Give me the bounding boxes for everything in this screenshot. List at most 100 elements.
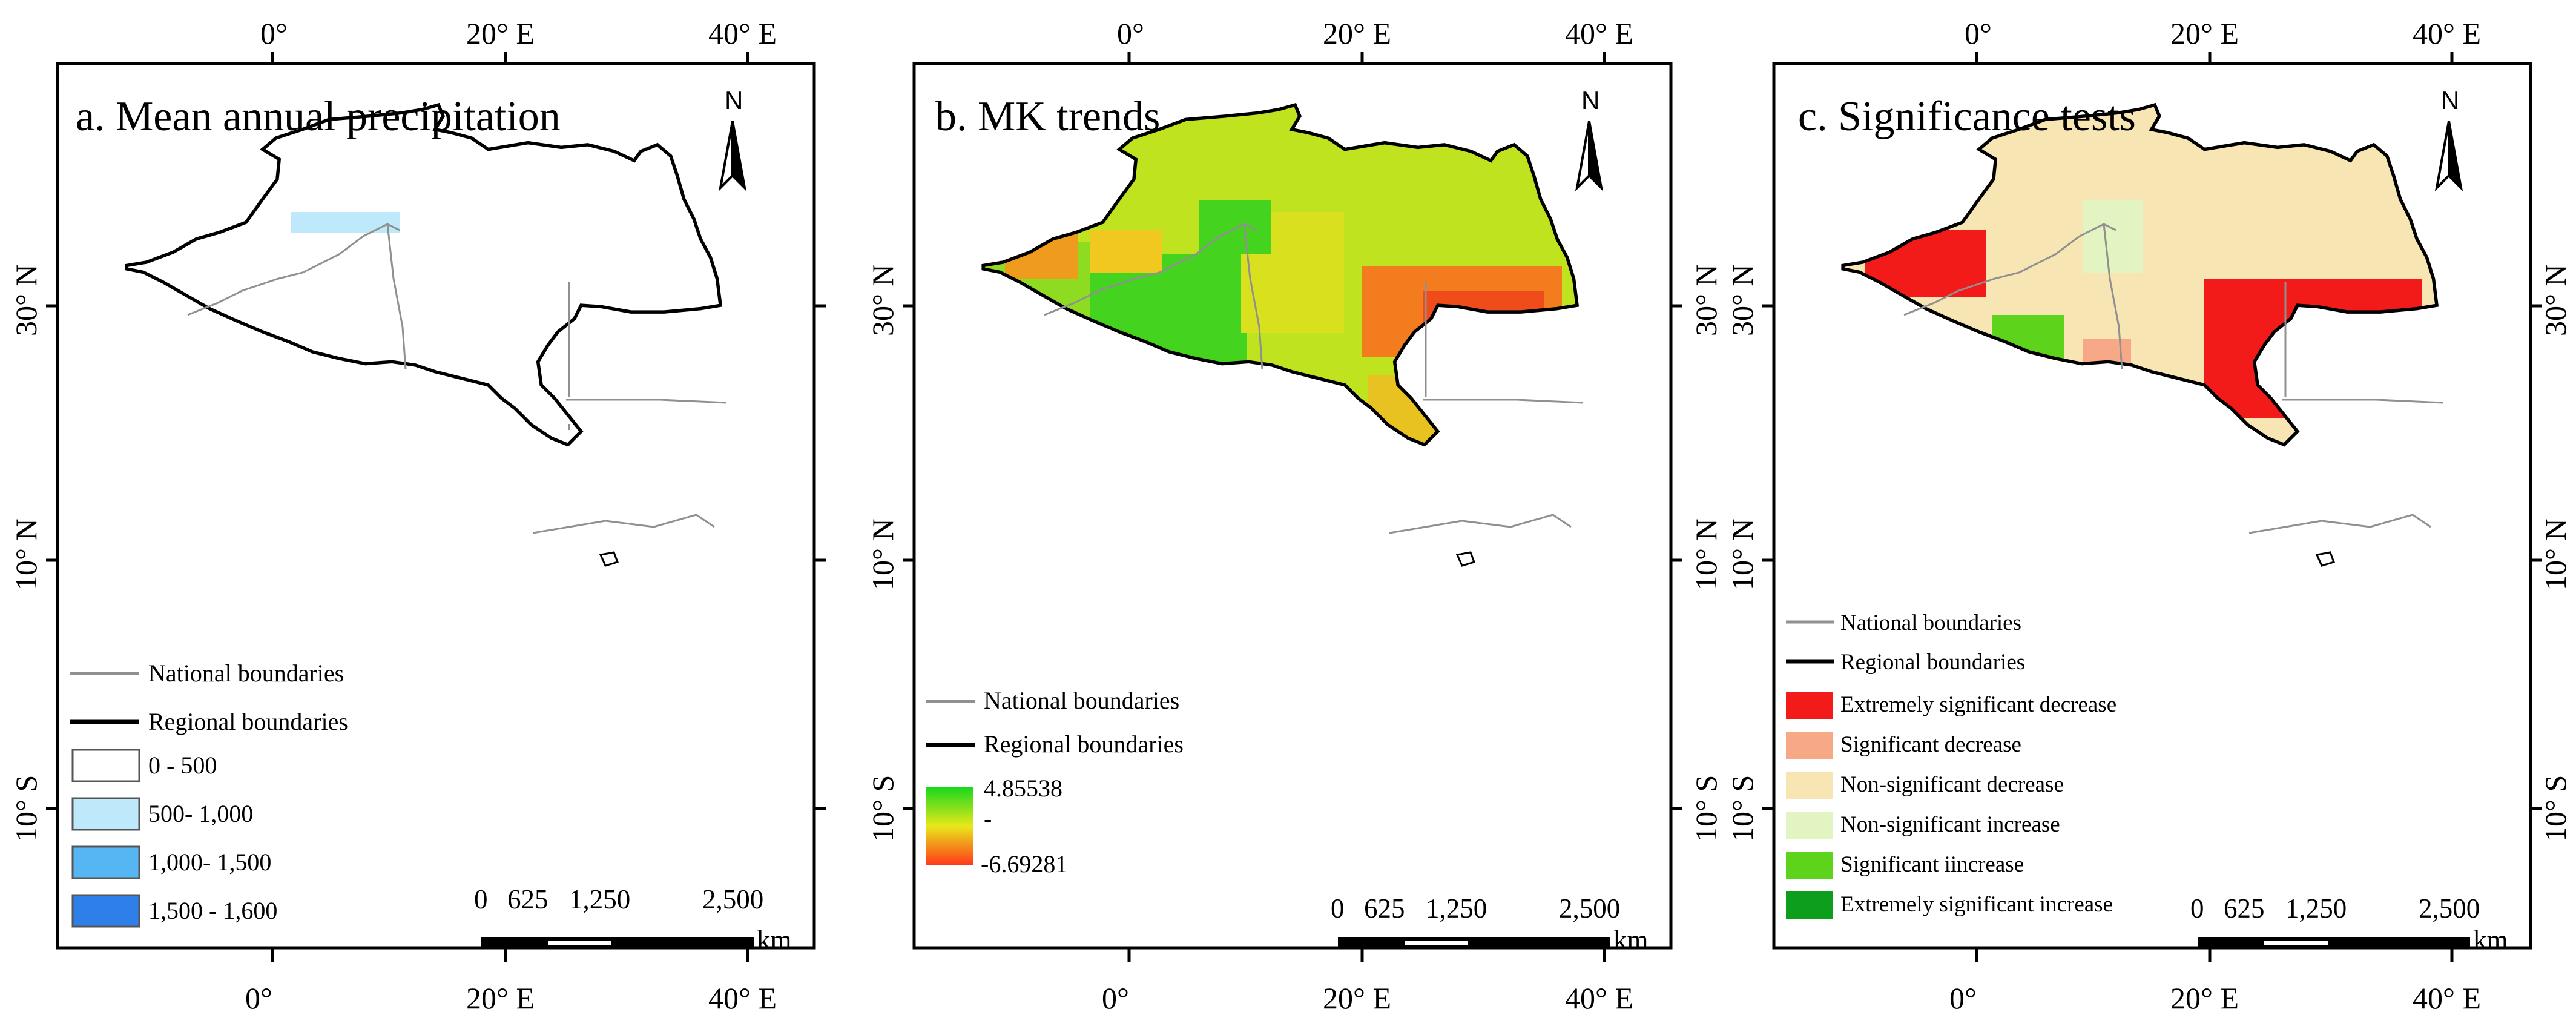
panel-b-tick-right-30n: 30° N	[1689, 264, 1723, 336]
panel-a-title: a. Mean annual precipitation	[76, 93, 561, 140]
legend-regional-label: Regional boundaries	[1840, 650, 2025, 675]
panel-b-north-arrow: N	[1575, 86, 1604, 191]
legend-class-label-5: Significant iincrease	[1840, 852, 2024, 877]
north-arrow-label: N	[1581, 86, 1599, 114]
legend-class-label-3: Non-significant decrease	[1840, 772, 2064, 797]
panel-a-tick-left-10s: 10° S	[9, 775, 43, 842]
legend-class-label-1: 0 - 500	[148, 752, 217, 779]
scalebar-bar	[1338, 937, 1610, 949]
panel-b-tick-right-10s: 10° S	[1689, 775, 1723, 842]
panel-b-national-boundaries	[1044, 223, 1584, 534]
scalebar-bar	[2198, 937, 2470, 949]
panel-b-scalebar: 0 625 1,250 2,500 km	[1331, 893, 1649, 955]
scalebar-label-625: 625	[1364, 893, 1405, 924]
sig-nonsig-increase-n	[2083, 200, 2143, 273]
legend-mk-min: -6.69281	[981, 850, 1067, 878]
scalebar-unit: km	[757, 925, 792, 955]
panel-c-tick-top-0: 0°	[1965, 16, 1992, 50]
panel-a-tick-top-0: 0°	[260, 16, 288, 50]
panel-b-tick-top-40e: 40° E	[1565, 16, 1633, 50]
legend-classes: 0 - 500 500- 1,000 1,000- 1,500 1,500 - …	[71, 749, 277, 928]
panel-a-national-boundaries	[187, 223, 727, 534]
panel-c: 0° 20° E 40° E 0° 20° E 40° E 30° N 10° …	[1725, 16, 2572, 1015]
panel-c-tick-left-10s: 10° S	[1725, 775, 1759, 842]
panel-b: 0° 20° E 40° E 0° 20° E 40° E 30° N 10° …	[866, 16, 1723, 1015]
scalebar-label-625: 625	[507, 884, 548, 915]
scalebar-label-2500: 2,500	[1559, 893, 1620, 924]
legend-class-swatch-6	[1786, 891, 1833, 919]
scalebar-bar	[481, 937, 754, 949]
scalebar-label-0: 0	[2190, 893, 2204, 924]
panel-c-tick-bottom-0: 0°	[1949, 981, 1977, 1015]
legend-mk-max: 4.85538	[984, 775, 1062, 802]
scalebar-label-1250: 1,250	[2285, 893, 2347, 924]
legend-class-swatch-2	[71, 797, 140, 831]
panel-c-national-boundaries	[1903, 223, 2443, 534]
legend-class-swatch-1	[1786, 692, 1833, 719]
legend-class-label-2: 500- 1,000	[148, 800, 253, 827]
precip-class-2-north	[291, 212, 400, 233]
legend-national-label: National boundaries	[1840, 610, 2021, 635]
panel-c-scalebar: 0 625 1,250 2,500 km	[2190, 893, 2508, 955]
panel-c-tick-right-10s: 10° S	[2538, 775, 2572, 842]
legend-national-label: National boundaries	[148, 660, 344, 687]
legend-class-label-6: Extremely significant increase	[1840, 892, 2113, 917]
scalebar-label-2500: 2,500	[702, 884, 763, 915]
panel-b-tick-bottom-0: 0°	[1102, 981, 1129, 1015]
panel-a-tick-left-30n: 30° N	[9, 264, 43, 336]
legend-national-label: National boundaries	[984, 687, 1179, 714]
panel-c-lake	[2315, 551, 2335, 567]
panel-b-tick-bottom-40e: 40° E	[1565, 981, 1633, 1015]
panel-c-north-arrow: N	[2434, 86, 2463, 191]
scalebar-unit: km	[2473, 925, 2508, 955]
scalebar-label-1250: 1,250	[569, 884, 630, 915]
panel-a-tick-bottom-40e: 40° E	[708, 981, 777, 1015]
legend-class-label-4: 1,500 - 1,600	[148, 897, 277, 924]
panel-c-left-ticks: 30° N 10° N 10° S	[1725, 264, 1774, 842]
legend-class-swatch-5	[1786, 852, 1833, 879]
legend-class-label-3: 1,000- 1,500	[148, 848, 271, 876]
legend-class-swatch-4	[71, 894, 140, 928]
legend-class-label-1: Extremely significant decrease	[1840, 692, 2116, 717]
panel-b-lake	[1455, 551, 1475, 567]
panel-c-bottom-ticks: 0° 20° E 40° E	[1949, 948, 2481, 1015]
panel-b-bottom-ticks: 0° 20° E 40° E	[1102, 948, 1633, 1015]
panel-a-tick-left-10n: 10° N	[9, 518, 43, 590]
panel-c-tick-left-10n: 10° N	[1725, 518, 1759, 590]
legend-mk-ramp	[926, 787, 973, 865]
scalebar-label-2500: 2,500	[2419, 893, 2480, 924]
panel-b-top-ticks: 0° 20° E 40° E	[1117, 16, 1633, 64]
panel-b-right-ticks: 30° N 10° N 10° S	[1671, 264, 1723, 842]
panel-b-tick-right-10n: 10° N	[1689, 518, 1723, 590]
legend-class-swatch-3	[1786, 772, 1833, 799]
panel-b-tick-bottom-20e: 20° E	[1323, 981, 1391, 1015]
north-arrow-label: N	[2441, 86, 2459, 114]
panel-a-bottom-ticks: 0° 20° E 40° E	[245, 948, 777, 1015]
panel-a-right-ticks	[814, 304, 826, 810]
panel-b-tick-left-30n: 30° N	[866, 264, 900, 336]
panel-a-lake	[599, 551, 619, 567]
legend-regional-label: Regional boundaries	[984, 730, 1184, 758]
panel-c-tick-bottom-40e: 40° E	[2413, 981, 2481, 1015]
panel-b-tick-top-0: 0°	[1117, 16, 1144, 50]
legend-mk-mid: -	[984, 805, 992, 832]
panel-c-legend: National boundaries Regional boundaries …	[1786, 610, 2116, 919]
panel-c-right-ticks: 30° N 10° N 10° S	[2531, 264, 2572, 842]
panel-a: 0° 20° E 40° E 0° 20° E 40° E 30° N 10° …	[9, 16, 826, 1015]
panel-c-top-ticks: 0° 20° E 40° E	[1965, 16, 2481, 64]
panel-c-tick-right-10n: 10° N	[2538, 518, 2572, 590]
panel-b-tick-left-10s: 10° S	[866, 775, 900, 842]
panel-c-tick-bottom-20e: 20° E	[2170, 981, 2239, 1015]
panel-a-tick-top-20e: 20° E	[466, 16, 535, 50]
panel-c-tick-left-30n: 30° N	[1725, 264, 1759, 336]
legend-class-label-4: Non-significant increase	[1840, 812, 2060, 837]
panel-c-tick-right-30n: 30° N	[2538, 264, 2572, 336]
scalebar-unit: km	[1613, 925, 1649, 955]
panel-a-left-ticks: 30° N 10° N 10° S	[9, 264, 58, 842]
legend-class-swatch-2	[1786, 732, 1833, 759]
scalebar-label-0: 0	[1331, 893, 1345, 924]
north-arrow-label: N	[725, 86, 743, 114]
scalebar-label-1250: 1,250	[1426, 893, 1487, 924]
panel-c-tick-top-20e: 20° E	[2170, 16, 2239, 50]
legend-class-swatch-3	[71, 845, 140, 879]
